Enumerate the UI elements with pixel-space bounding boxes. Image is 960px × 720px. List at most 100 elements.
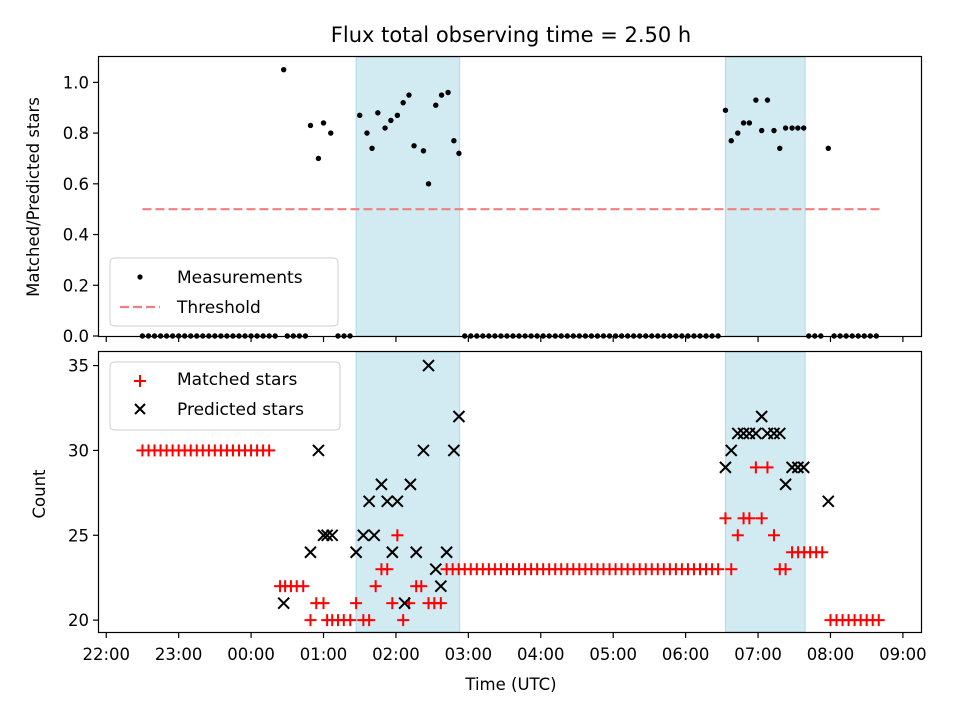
matched-point — [872, 614, 885, 627]
x-tick-label: 07:00 — [734, 645, 782, 664]
predicted-point — [767, 427, 781, 440]
measurement-point — [445, 89, 451, 96]
predicted-point — [277, 596, 290, 610]
y-tick-label: 25 — [68, 526, 89, 545]
bottom-y-axis-label: Count — [30, 469, 49, 519]
legend-marker-matched — [134, 375, 146, 387]
predicted-point — [367, 529, 381, 542]
legend-marker-measurements — [137, 274, 143, 280]
x-tick-label: 22:00 — [82, 645, 130, 664]
x-tick-label: 05:00 — [589, 645, 637, 664]
predicted-point — [417, 444, 430, 457]
predicted-point — [719, 461, 732, 474]
predicted-point — [440, 546, 453, 559]
matched-point — [344, 614, 357, 627]
matched-point — [363, 614, 376, 627]
y-tick-label: 0.4 — [63, 226, 89, 245]
bottom-panel-frame — [97, 350, 923, 634]
top-legend-box — [109, 257, 339, 327]
x-tick-label: 23:00 — [155, 645, 203, 664]
chart-title: Flux total observing time = 2.50 h — [331, 23, 691, 47]
measurement-point — [795, 125, 801, 131]
predicted-point — [749, 427, 763, 440]
measurement-point — [800, 125, 807, 131]
measurement-point — [456, 150, 462, 157]
matched-point — [712, 563, 725, 576]
predicted-point — [434, 579, 448, 593]
predicted-point — [791, 461, 805, 474]
x-tick-label: 08:00 — [807, 645, 855, 664]
measurement-point — [451, 138, 457, 144]
measurement-point — [777, 145, 783, 152]
matched-point — [317, 597, 330, 610]
predicted-point — [362, 495, 376, 508]
measurement-point — [280, 66, 287, 73]
legend-label-matched: Matched stars — [177, 370, 297, 390]
matched-point — [434, 597, 447, 610]
predicted-point — [381, 495, 394, 508]
y-tick-label: 0.0 — [63, 327, 89, 346]
y-tick-label: 35 — [68, 357, 89, 376]
shaded-interval — [355, 56, 461, 337]
matched-point — [719, 512, 732, 525]
matched-point — [725, 563, 738, 576]
matched-point — [767, 529, 780, 542]
predicted-point — [822, 495, 835, 508]
y-tick-label: 0.6 — [63, 175, 89, 194]
measurement-point — [388, 117, 394, 124]
predicted-point — [312, 444, 325, 457]
measurement-point — [394, 112, 401, 119]
predicted-point — [755, 410, 768, 423]
predicted-point — [737, 427, 750, 440]
measurement-point — [438, 92, 445, 98]
measurement-point — [735, 130, 741, 136]
predicted-point — [779, 478, 792, 491]
predicted-point — [422, 359, 435, 372]
y-tick-label: 0.8 — [63, 124, 89, 143]
measurement-point — [728, 138, 734, 144]
shaded-interval — [724, 56, 806, 337]
x-tick-label: 00:00 — [227, 645, 275, 664]
measurement-point — [369, 145, 375, 152]
legend-marker-predicted — [134, 403, 146, 415]
matched-point — [391, 529, 404, 542]
top-y-axis-label: Matched/Predicted stars — [24, 97, 43, 297]
measurement-point — [758, 127, 765, 134]
shaded-interval — [724, 351, 806, 633]
matched-point — [761, 461, 774, 474]
matched-point — [779, 563, 792, 576]
top-panel: 0.0 0.2 0.4 0.6 0.8 1.0 Matched/Predicted sta… — [24, 55, 923, 346]
matched-point — [386, 597, 399, 610]
matched-point — [415, 580, 428, 593]
measurement-point — [764, 97, 771, 103]
x-tick-label: 01:00 — [300, 645, 348, 664]
bottom-legend-box — [109, 361, 341, 431]
measurement-point — [328, 130, 334, 136]
measurement-point — [740, 120, 747, 126]
measurement-point — [400, 99, 406, 106]
predicted-point — [797, 461, 810, 474]
measurement-point — [746, 120, 753, 126]
measurement-point — [411, 143, 417, 149]
predicted-point — [731, 427, 744, 440]
measurement-point — [825, 145, 831, 152]
matched-point — [816, 546, 829, 559]
predicted-point — [410, 546, 423, 559]
matched-point — [304, 614, 317, 627]
predicted-point — [357, 529, 370, 542]
predicted-point — [391, 495, 404, 508]
legend-label-measurements: Measurements — [177, 268, 303, 288]
matched-point — [297, 580, 310, 593]
measurement-point — [406, 92, 412, 98]
matched-point — [749, 461, 762, 474]
measurement-point — [320, 120, 327, 126]
matched-point — [397, 614, 410, 627]
y-tick-label: 30 — [68, 441, 89, 460]
measurement-point — [420, 148, 427, 154]
bottom-legend: Matched stars Predicted stars — [109, 361, 341, 431]
measurement-point — [782, 125, 789, 131]
predicted-point — [773, 427, 786, 440]
predicted-point — [325, 529, 339, 542]
x-tick-label: 06:00 — [662, 645, 710, 664]
